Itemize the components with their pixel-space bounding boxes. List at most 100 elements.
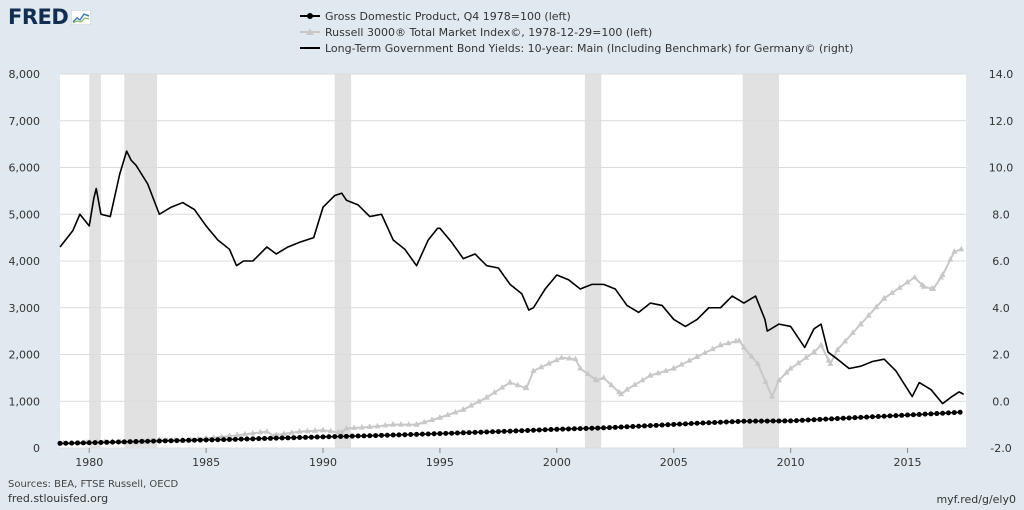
site-link[interactable]: fred.stlouisfed.org — [8, 492, 109, 505]
gdp-point — [606, 425, 612, 431]
gdp-point — [776, 418, 782, 424]
russell-point — [530, 367, 537, 373]
gdp-point — [601, 425, 607, 431]
x-tick-label: 1980 — [75, 456, 103, 469]
russell-point — [849, 329, 856, 335]
gdp-point — [466, 430, 472, 436]
russell-point — [249, 429, 256, 436]
y-left-tick-label: 1,000 — [9, 395, 41, 408]
russell-point — [507, 379, 514, 385]
gdp-point — [162, 438, 168, 444]
russell-point — [670, 365, 677, 371]
legend-entry-bond[interactable]: Long-Term Government Bond Yields: 10-yea… — [300, 40, 853, 56]
fred-logo[interactable]: FRED — [8, 4, 92, 30]
gdp-point — [723, 419, 729, 425]
russell-point — [678, 361, 685, 367]
russell-point — [390, 421, 397, 427]
gdp-point — [928, 411, 934, 417]
axis-labels: 0 1,000 2,000 3,000 4,000 5,000 6,000 7,000 8,00… — [9, 68, 1014, 469]
gdp-point — [431, 431, 437, 437]
russell-point — [397, 421, 404, 427]
gdp-point — [314, 434, 320, 440]
russell-point — [460, 406, 467, 412]
x-tick-label: 2015 — [894, 456, 922, 469]
y-left-tick-label: 0 — [33, 442, 40, 455]
russell-point — [608, 381, 615, 388]
russell-point — [234, 431, 241, 438]
short-url-link[interactable]: myf.red/g/ely0 — [936, 493, 1016, 506]
russell-point — [288, 429, 295, 435]
gdp-point — [957, 409, 963, 415]
gdp-point — [121, 439, 127, 445]
x-tick-label: 2000 — [543, 456, 571, 469]
russell-point — [436, 414, 443, 420]
gdp-point — [536, 427, 542, 433]
russell-point — [600, 374, 607, 380]
russell-point — [647, 372, 654, 378]
gdp-point — [302, 434, 308, 440]
gdp-point — [396, 432, 402, 438]
x-tick-label: 1985 — [192, 456, 220, 469]
russell-point — [273, 431, 280, 437]
gdp-point — [367, 433, 373, 439]
legend-entry-gdp[interactable]: Gross Domestic Product, Q4 1978=100 (lef… — [300, 8, 853, 24]
legend-swatch-gdp — [300, 13, 320, 19]
gdp-point — [940, 410, 946, 416]
gdp-point — [829, 416, 835, 422]
russell-point — [584, 370, 591, 377]
gdp-point — [571, 426, 577, 432]
russell-point — [475, 398, 482, 404]
gdp-point — [677, 421, 683, 427]
gdp-point — [618, 424, 624, 430]
fred-chart-icon — [71, 9, 92, 25]
gdp-point — [384, 432, 390, 438]
russell-point — [803, 354, 810, 360]
x-tick-label: 1995 — [426, 456, 454, 469]
legend-entry-russell[interactable]: Russell 3000® Total Market Index©, 1978-… — [300, 24, 853, 40]
gdp-point — [104, 439, 110, 445]
russell-point — [572, 355, 579, 362]
gdp-point — [115, 439, 121, 445]
gdp-point — [916, 411, 922, 417]
gdp-point — [145, 438, 151, 444]
gdp-point — [495, 429, 501, 435]
gdp-point — [899, 412, 905, 418]
gdp-point — [133, 439, 139, 445]
y-right-tick-label: 12.0 — [989, 115, 1014, 128]
russell-point — [736, 336, 743, 343]
gdp-point — [513, 428, 519, 434]
gdp-point — [378, 432, 384, 438]
gdp-point — [700, 420, 706, 426]
gdp-point — [945, 410, 951, 416]
y-right-tick-label: 0.0 — [992, 395, 1010, 408]
gdp-point — [478, 429, 484, 435]
russell-point — [717, 341, 724, 348]
russell-point — [639, 376, 646, 383]
bond-yield-series-line — [59, 150, 965, 405]
russell-point — [566, 355, 573, 361]
gdp-point — [875, 414, 881, 420]
russell-point — [304, 427, 311, 434]
russell-point — [655, 369, 662, 376]
gdp-point — [951, 410, 957, 416]
legend-swatch-bond — [300, 47, 320, 49]
gdp-point — [92, 440, 98, 446]
gdp-point — [151, 438, 157, 444]
gdp-point — [595, 425, 601, 431]
gdp-point — [782, 418, 788, 424]
gdp-point — [840, 415, 846, 421]
gdp-point — [215, 437, 221, 443]
gdp-point — [197, 437, 203, 443]
gdp-point — [501, 428, 507, 434]
gdp-point — [753, 418, 759, 424]
russell-point — [762, 378, 769, 384]
gdp-point — [250, 436, 256, 442]
gdp-point — [373, 433, 379, 439]
russell-point — [468, 402, 475, 408]
footer-left: Sources: BEA, FTSE Russell, OECD fred.st… — [8, 478, 178, 506]
russell-point — [351, 424, 358, 430]
gdp-point — [653, 422, 659, 428]
y-right-tick-label: 6.0 — [992, 255, 1010, 268]
legend-label-bond: Long-Term Government Bond Yields: 10-yea… — [325, 41, 854, 55]
gdp-point — [630, 423, 636, 429]
